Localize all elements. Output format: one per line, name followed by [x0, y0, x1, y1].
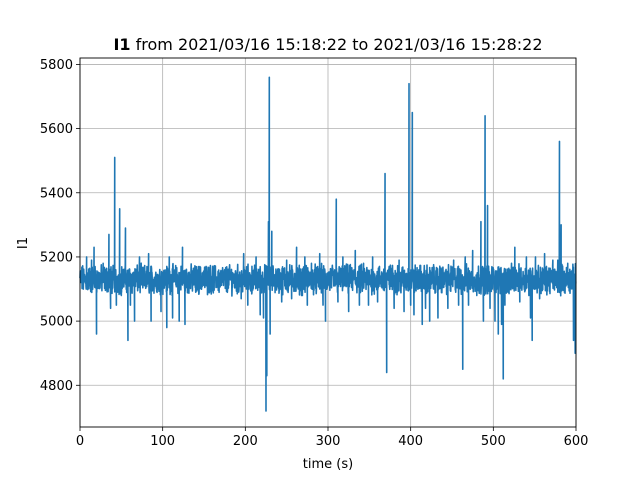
y-tick-label: 5000 [40, 315, 73, 330]
x-axis: 0 100 200 300 400 500 600 [76, 427, 589, 449]
x-axis-label: time (s) [303, 457, 353, 472]
x-tick-label: 400 [398, 434, 423, 449]
series-line [79, 76, 577, 412]
y-tick-label: 5200 [40, 250, 73, 265]
y-tick-label: 5400 [40, 186, 73, 201]
chart-title-rest: from 2021/03/16 15:18:22 to 2021/03/16 1… [131, 35, 543, 54]
chart-title-bold: I1 [113, 35, 130, 54]
y-tick-label: 5600 [40, 122, 73, 137]
x-tick-label: 500 [481, 434, 506, 449]
y-axis: 4800 5000 5200 5400 5600 5800 [40, 58, 80, 394]
y-tick-label: 4800 [40, 379, 73, 394]
plot-area [79, 76, 577, 412]
x-tick-label: 300 [316, 434, 341, 449]
x-tick-label: 0 [76, 434, 84, 449]
y-axis-label: I1 [16, 237, 31, 249]
x-tick-label: 100 [150, 434, 175, 449]
grid [79, 58, 577, 427]
chart-title: I1 from 2021/03/16 15:18:22 to 2021/03/1… [113, 35, 542, 54]
x-tick-label: 200 [233, 434, 258, 449]
x-tick-label: 600 [564, 434, 589, 449]
y-tick-label: 5800 [40, 58, 73, 73]
